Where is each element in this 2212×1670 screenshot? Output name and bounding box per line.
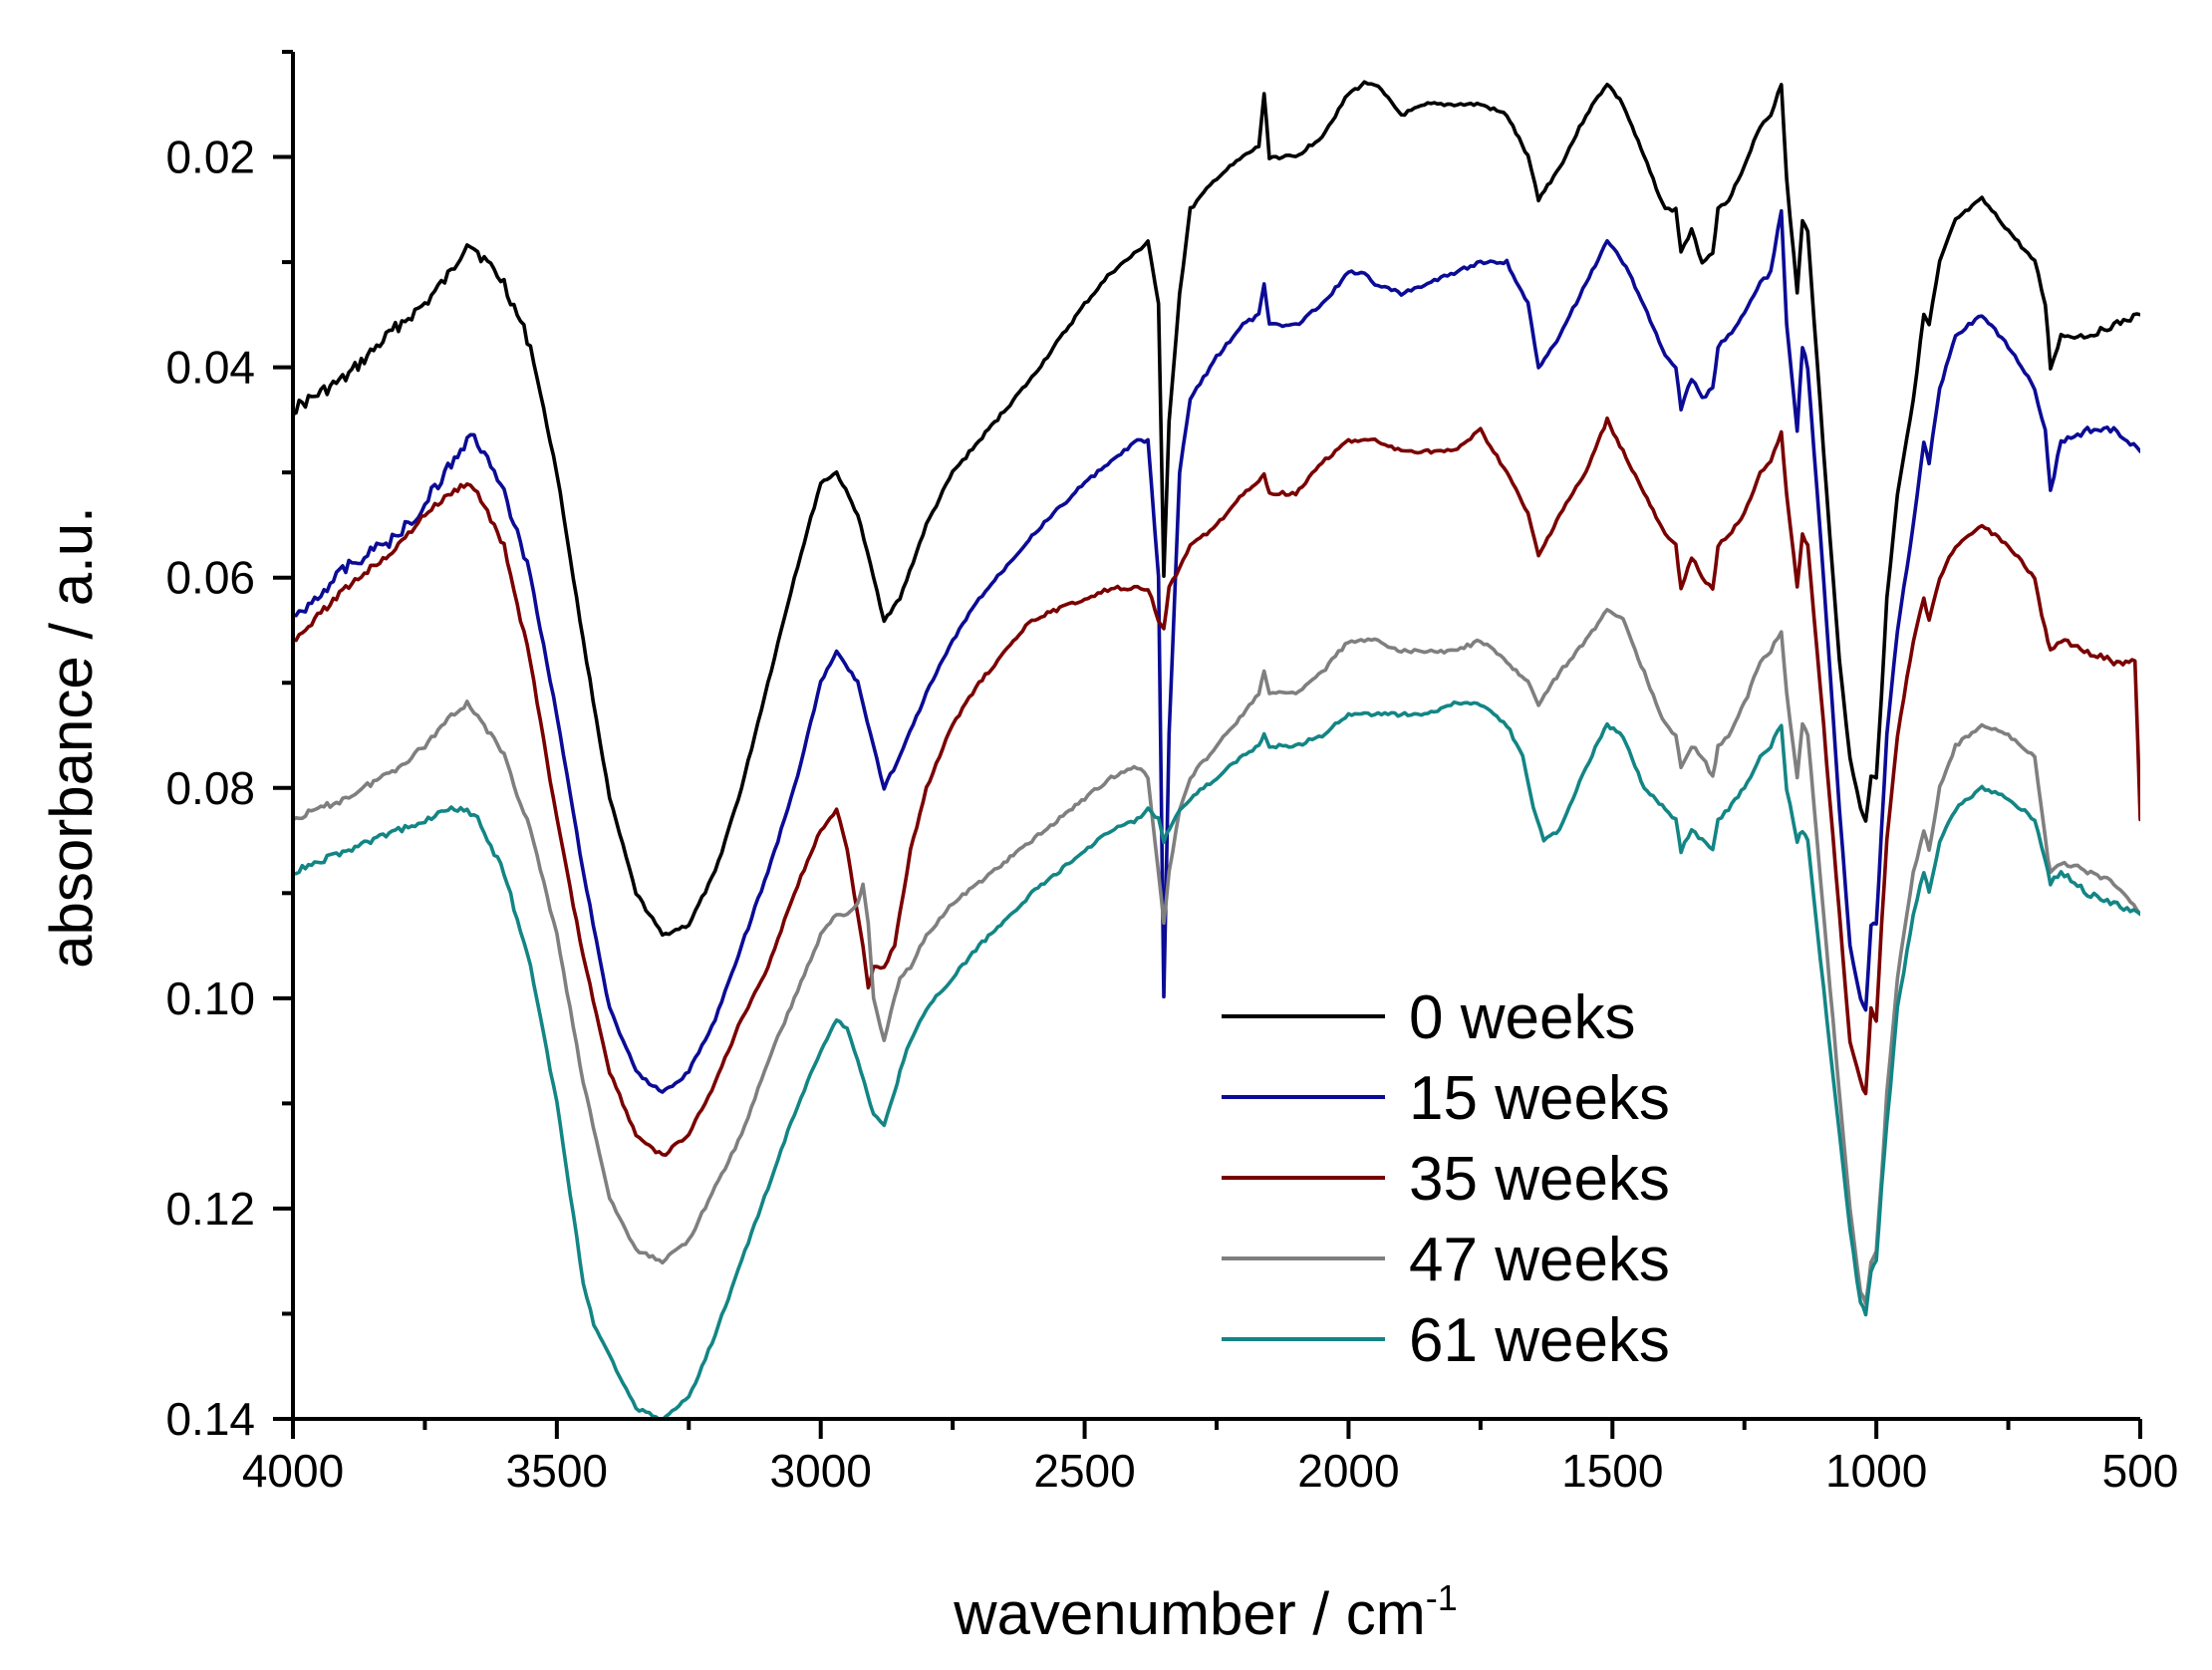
x-tick-label: 3500 bbox=[506, 1445, 608, 1497]
series-line-61-weeks bbox=[293, 699, 2140, 1419]
x-tick-label: 2500 bbox=[1033, 1445, 1135, 1497]
y-tick-label: 0.14 bbox=[165, 1393, 255, 1445]
legend: 0 weeks 15 weeks 35 weeks 47 weeks 61 weeks bbox=[1222, 983, 1670, 1375]
y-tick-label: 0.10 bbox=[165, 973, 255, 1024]
x-axis-title-text: wavenumber / cm bbox=[953, 1580, 1426, 1647]
y-tick-label: 0.06 bbox=[165, 552, 255, 604]
legend-label: 35 weeks bbox=[1409, 1145, 1670, 1214]
x-axis-title-superscript: -1 bbox=[1426, 1577, 1458, 1618]
y-tick-label: 0.12 bbox=[165, 1183, 255, 1235]
x-tick-label: 4000 bbox=[242, 1445, 344, 1497]
x-tick-label: 1000 bbox=[1825, 1445, 1927, 1497]
x-axis-title: wavenumber / cm-1 bbox=[953, 1577, 1458, 1647]
series-line-15-weeks bbox=[293, 208, 2140, 1094]
series-line-35-weeks bbox=[293, 416, 2140, 1157]
x-tick-label: 1500 bbox=[1561, 1445, 1663, 1497]
x-tick-label: 500 bbox=[2102, 1445, 2179, 1497]
axes: 4000 3500 3000 2500 2000 1500 1000 500 0.02 0.04 0… bbox=[165, 50, 2179, 1497]
series-line-47-weeks bbox=[293, 608, 2140, 1305]
y-tick-label: 0.08 bbox=[165, 762, 255, 814]
y-tick-label: 0.02 bbox=[165, 132, 255, 183]
legend-label: 0 weeks bbox=[1409, 983, 1635, 1052]
legend-label: 15 weeks bbox=[1409, 1064, 1670, 1133]
x-tick-label: 2000 bbox=[1297, 1445, 1399, 1497]
x-tick-label: 3000 bbox=[770, 1445, 872, 1497]
series-layer bbox=[293, 80, 2140, 1419]
legend-label: 47 weeks bbox=[1409, 1226, 1670, 1294]
y-tick-label: 0.04 bbox=[165, 342, 255, 394]
series-line-0-weeks bbox=[293, 80, 2140, 938]
y-axis-title: absorbance / a.u. bbox=[38, 506, 105, 969]
legend-label: 61 weeks bbox=[1409, 1306, 1670, 1375]
